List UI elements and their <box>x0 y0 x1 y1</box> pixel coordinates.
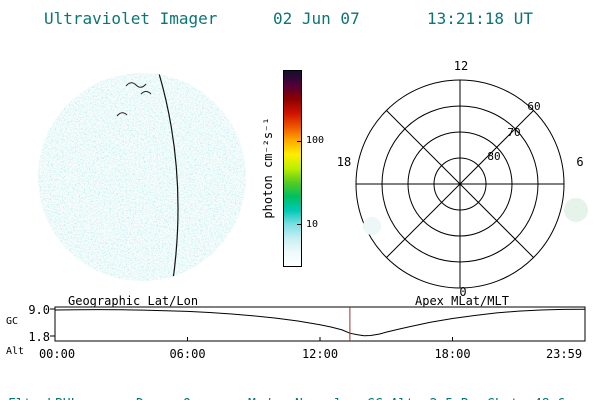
faint-emission-blob <box>363 217 381 235</box>
colorbar-tick-10: 10 <box>306 219 319 230</box>
mlt-label-18: 18 <box>337 155 351 169</box>
polar-plot: 12 18 6 0 60 70 80 <box>337 59 588 299</box>
colorbar-tick-mark <box>297 224 302 225</box>
contour-artifact-marks <box>116 82 152 117</box>
xtick-0000: 00:00 <box>38 347 76 361</box>
colorbar-tick-100: 100 <box>306 135 325 146</box>
xtick-1200: 12:00 <box>301 347 339 361</box>
uv-disk-speckle <box>38 73 246 281</box>
faint-emission-blob <box>564 198 588 222</box>
mlt-label-12: 12 <box>454 59 468 73</box>
lat-label-60: 60 <box>527 100 540 113</box>
xtick-1800: 18:00 <box>434 347 471 361</box>
ytick-1.8: 1.8 <box>28 330 50 344</box>
colorbar-tick-mark <box>297 141 302 142</box>
status-col-mode: Mode: Normal Dsp: 1.2 <box>248 360 342 400</box>
polar-grid <box>355 79 565 289</box>
status-col-gcalt: GC Alt: 2.5 Re Seq: 39 <box>367 360 477 400</box>
timeline-plot <box>50 306 586 342</box>
lat-label-80: 80 <box>487 150 500 163</box>
lat-label-70: 70 <box>507 126 520 139</box>
mlt-label-6: 6 <box>576 155 583 169</box>
uv-disk-image <box>38 73 246 281</box>
status-col-door: Door: Open Gain: 14 <box>136 360 214 400</box>
colorbar <box>283 70 302 267</box>
timeline-left-title: Geographic Lat/Lon <box>68 294 199 308</box>
colorbar-units-label: photon cm⁻²s⁻¹ <box>261 117 275 219</box>
terminator-line <box>157 73 179 281</box>
status-flt: Flt: LBHL <box>8 396 78 400</box>
status-glat: GLat: 48.6 <box>487 396 573 400</box>
gc-alt-curve <box>54 308 586 337</box>
ytick-9: 9.0 <box>28 303 50 317</box>
status-gc-alt: GC Alt: 2.5 Re <box>367 396 477 400</box>
header-date: 02 Jun 07 <box>273 9 360 28</box>
xtick-0600: 06:00 <box>169 347 206 361</box>
status-col-flt: Flt: LBHL IP: 36.0 <box>8 360 78 400</box>
status-door: Door: Open <box>136 396 214 400</box>
status-col-glat: GLat: 48.6 GLon: 241.6 <box>487 360 573 400</box>
app-title: Ultraviolet Imager <box>44 9 218 28</box>
xtick-2359: 23:59 <box>545 347 583 361</box>
mlt-label-0: 0 <box>459 285 466 299</box>
header-time: 13:21:18 UT <box>427 9 533 28</box>
timeline-right-title: Apex MLat/MLT <box>415 294 509 308</box>
timeline-ylabel: GC Alt <box>6 316 25 357</box>
status-mode: Mode: Normal <box>248 396 342 400</box>
